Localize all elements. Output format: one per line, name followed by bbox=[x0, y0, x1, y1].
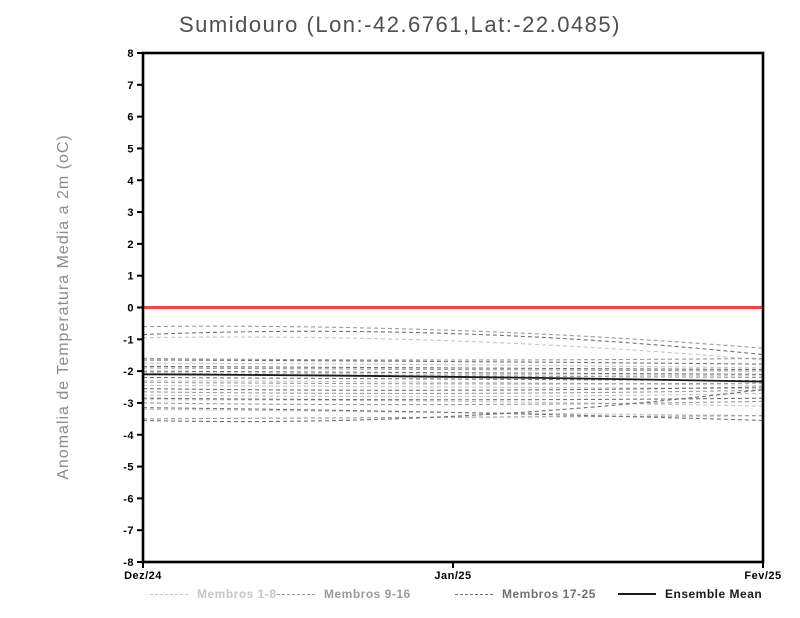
member-line-M10 bbox=[142, 357, 764, 361]
y-tick-label: -1 bbox=[123, 334, 134, 346]
member-line-M16 bbox=[142, 415, 764, 420]
member-line-M8 bbox=[142, 380, 764, 386]
y-tick-label: 1 bbox=[127, 271, 134, 283]
member-line-M1 bbox=[142, 336, 764, 361]
member-line-M2 bbox=[142, 362, 764, 369]
member-line-M14 bbox=[142, 389, 764, 395]
y-tick-label: -5 bbox=[123, 462, 134, 474]
member-line-M11 bbox=[142, 367, 764, 372]
member-line-M18 bbox=[142, 359, 764, 365]
y-axis-title: Anomalia de Temperatura Media a 2m (oC) bbox=[55, 134, 72, 480]
y-axis: 8 7 6 5 4 3 2 1 0 -1 -2 -3 -4 -5 -6 -7 -8 bbox=[123, 48, 143, 569]
y-tick-label: 0 bbox=[127, 303, 134, 315]
legend-label: Membros 1-8 bbox=[197, 587, 277, 601]
y-tick-label: 6 bbox=[127, 112, 134, 124]
chart-title: Sumidouro (Lon:-42.6761,Lat:-22.0485) bbox=[179, 12, 621, 37]
y-tick-label: 5 bbox=[127, 143, 134, 155]
legend-label: Membros 9-16 bbox=[324, 587, 411, 601]
y-tick-label: -3 bbox=[123, 398, 134, 410]
x-tick-label: Dez/24 bbox=[124, 570, 162, 582]
legend-item-membros-1-8: Membros 1-8 bbox=[150, 584, 277, 604]
y-tick-label: 8 bbox=[127, 48, 134, 60]
member-line-M19 bbox=[142, 365, 764, 371]
member-line-M15 bbox=[142, 400, 764, 406]
y-tick-label: -7 bbox=[123, 525, 134, 537]
y-tick-label: 7 bbox=[127, 80, 134, 92]
x-axis: Dez/24 Jan/25 Fev/25 bbox=[124, 562, 781, 582]
dashed-line-swatch bbox=[277, 593, 315, 595]
y-tick-label: 4 bbox=[127, 175, 134, 187]
legend-item-ensemble-mean: Ensemble Mean bbox=[618, 584, 762, 604]
legend-item-membros-9-16: Membros 9-16 bbox=[277, 584, 411, 604]
member-line-M5 bbox=[142, 392, 764, 398]
y-tick-label: -4 bbox=[123, 430, 134, 442]
y-tick-label: -2 bbox=[123, 366, 134, 378]
ensemble-member-lines bbox=[142, 325, 764, 423]
legend-item-membros-17-25: Membros 17-25 bbox=[455, 584, 596, 604]
member-line-M25 bbox=[142, 389, 764, 423]
y-tick-label: -8 bbox=[123, 557, 134, 569]
y-tick-label: 3 bbox=[127, 207, 134, 219]
ensemble-mean-line bbox=[142, 373, 764, 383]
y-tick-label: -6 bbox=[123, 493, 134, 505]
solid-line-swatch bbox=[618, 593, 656, 595]
member-line-M22 bbox=[142, 386, 764, 391]
chart-legend: Membros 1-8 Membros 9-16 Membros 17-25 E… bbox=[0, 584, 800, 606]
y-tick-label: 2 bbox=[127, 239, 134, 251]
member-line-M13 bbox=[142, 381, 764, 385]
member-line-M9 bbox=[142, 325, 764, 349]
x-tick-label: Fev/25 bbox=[744, 570, 781, 582]
member-line-M6 bbox=[142, 399, 764, 407]
member-line-M3 bbox=[142, 372, 764, 377]
member-line-M24 bbox=[142, 407, 764, 421]
legend-label: Membros 17-25 bbox=[502, 587, 596, 601]
member-line-M17 bbox=[142, 330, 764, 356]
legend-label: Ensemble Mean bbox=[665, 587, 763, 601]
dashed-line-swatch bbox=[150, 593, 188, 595]
x-tick-label: Jan/25 bbox=[434, 570, 471, 582]
member-line-M20 bbox=[142, 370, 764, 375]
dashed-line-swatch bbox=[455, 593, 493, 595]
